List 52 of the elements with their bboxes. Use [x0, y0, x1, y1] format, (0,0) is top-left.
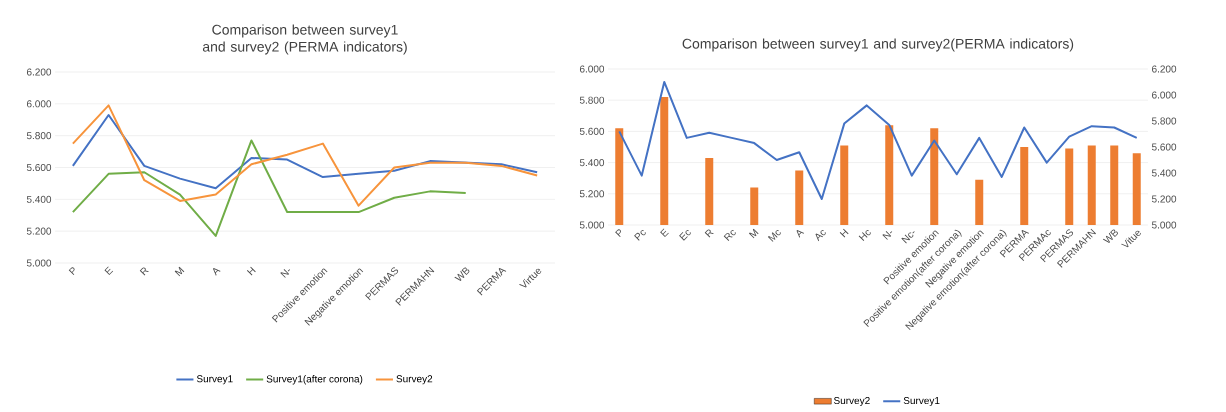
y2-tick-label: 5.000 [1151, 221, 1177, 229]
chart-title: Comparison between survey1 and survey2(PERMA indicators) [682, 38, 1074, 52]
y-tick-label: 6.200 [26, 68, 52, 76]
x-tick-label: Pc [634, 230, 646, 241]
legend-label: Survey1(after corona) [266, 375, 363, 385]
y-tick-label: 5.600 [579, 127, 605, 135]
y2-tick-label: 5.800 [1151, 117, 1177, 125]
x-tick-label: Vitue [1121, 230, 1141, 248]
legend-label: Survey2 [396, 375, 433, 385]
y-tick-label: 5.800 [26, 132, 52, 140]
y-tick-label: 5.200 [26, 227, 52, 235]
y-tick-label: 6.000 [579, 65, 605, 73]
x-tick-label: H [246, 266, 256, 276]
legend-label: Survey1 [196, 375, 233, 385]
x-tick-label: Mc [767, 230, 781, 242]
chart-title: Comparison between survey1 and survey2 (PERMA indicators) [202, 24, 407, 55]
y-tick-label: 5.200 [579, 190, 605, 198]
x-tick-label: Ac [815, 230, 826, 242]
y-tick-label: 6.000 [26, 100, 52, 108]
x-tick-label: E [660, 228, 669, 238]
line-series [71, 104, 539, 207]
x-tick-label: Rc [723, 230, 736, 242]
y2-tick-label: 5.600 [1151, 143, 1177, 151]
y-tick-label: 5.600 [26, 163, 52, 172]
x-tick-label: E [104, 266, 114, 276]
y-tick-label: 5.800 [579, 96, 605, 104]
x-tick-label: A [213, 268, 221, 276]
x-tick-label: Hc [858, 230, 871, 242]
y2-tick-label: 6.000 [1152, 91, 1177, 99]
line-series [618, 80, 1138, 200]
y-tick-label: 5.400 [579, 159, 605, 167]
x-tick-label: R [704, 229, 714, 238]
x-tick-label: M [748, 228, 759, 239]
legend-label: Survey1 [903, 397, 940, 407]
x-tick-label: H [839, 228, 849, 238]
x-tick-label: N- [280, 269, 291, 278]
y2-tick-label: 5.200 [1151, 195, 1177, 203]
y-tick-label: 5.000 [579, 221, 605, 229]
y-tick-label: 5.400 [26, 195, 52, 203]
x-tick-label: A [796, 230, 805, 238]
x-tick-label: WB [1102, 229, 1118, 243]
legend-label: Survey2 [833, 397, 870, 407]
y2-tick-label: 5.400 [1151, 169, 1177, 177]
x-tick-label: P [615, 229, 621, 238]
y-tick-label: 5.000 [26, 259, 52, 267]
x-tick-label: P [68, 267, 75, 276]
y2-tick-label: 6.200 [1152, 65, 1177, 73]
x-tick-label: R [139, 267, 149, 276]
x-tick-label: WB [454, 267, 470, 281]
x-tick-label: Ec [679, 230, 691, 241]
x-tick-label: N- [882, 231, 893, 240]
x-tick-label: M [174, 266, 185, 277]
